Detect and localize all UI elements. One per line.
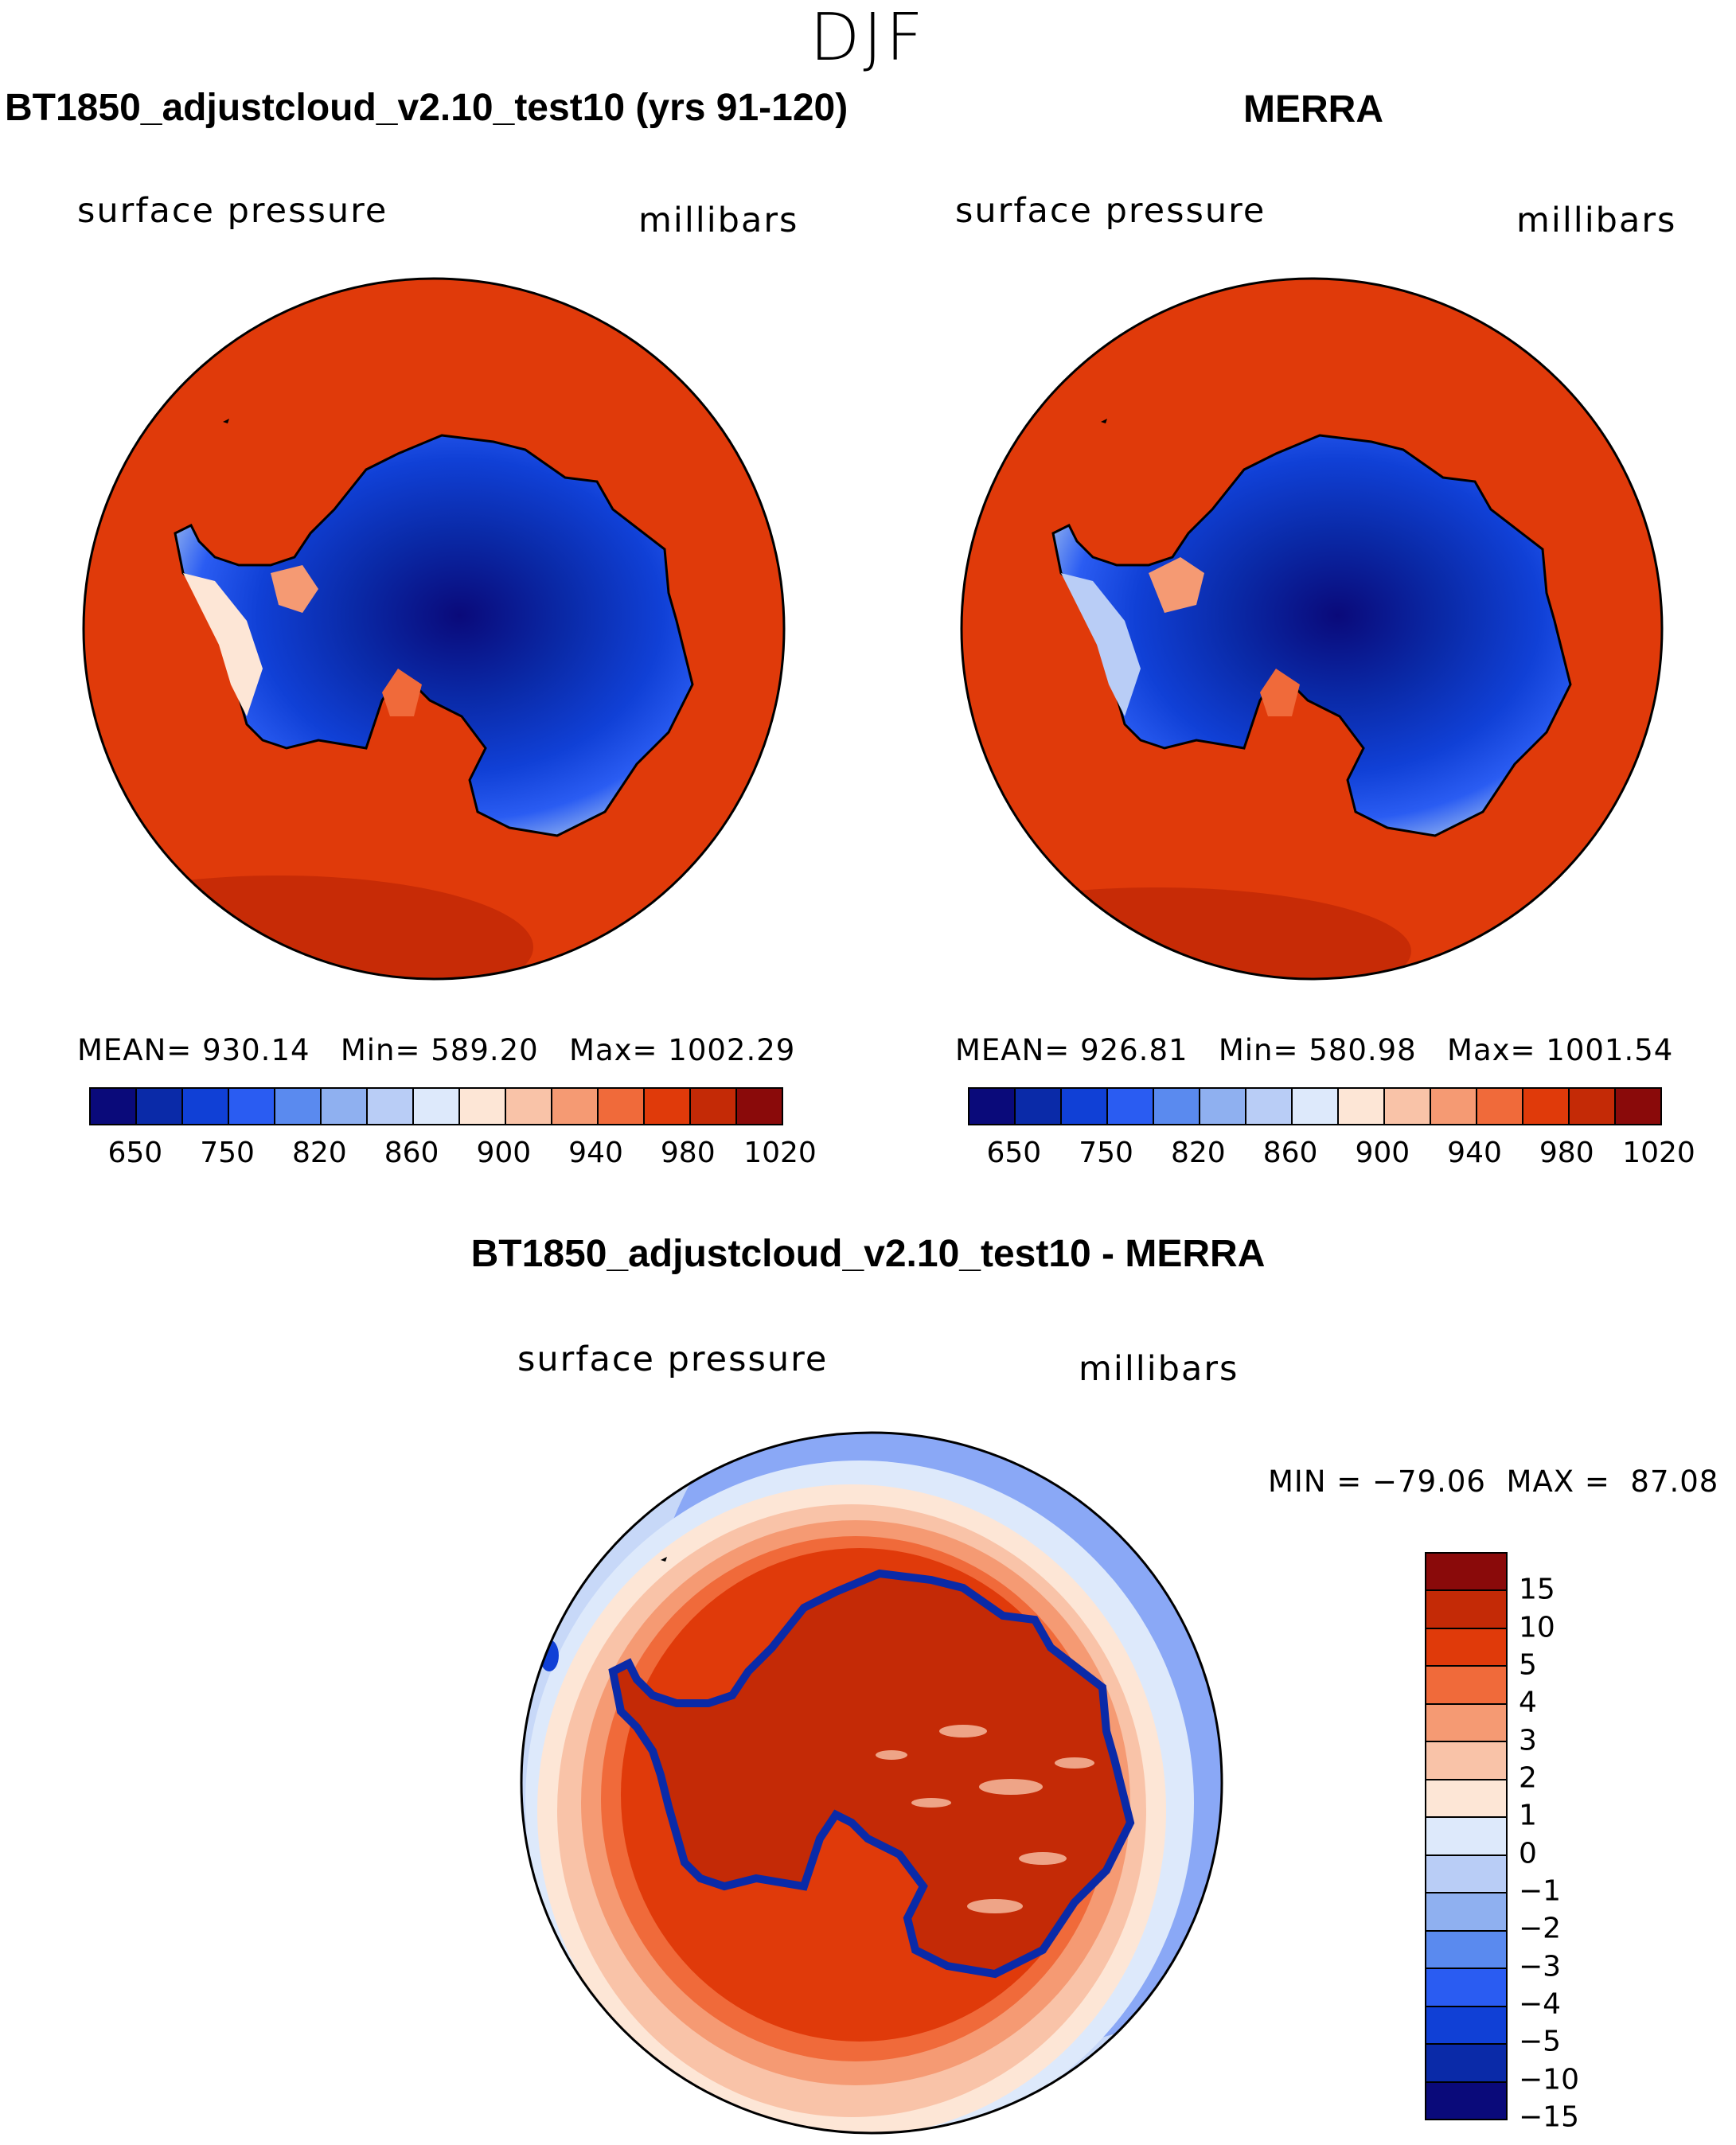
colorbar-swatch bbox=[1426, 2045, 1506, 2083]
left-units-label: millibars bbox=[638, 201, 799, 240]
colorbar-swatch bbox=[1426, 1667, 1506, 1705]
right-stats: MEAN= 926.81 Min= 580.98 Max= 1001.54 bbox=[955, 1033, 1674, 1067]
colorbar-tick-label: 10 bbox=[1519, 1611, 1555, 1644]
colorbar-tick-label: 940 bbox=[1447, 1137, 1502, 1169]
colorbar-swatch bbox=[1523, 1089, 1570, 1124]
colorbar-swatch bbox=[552, 1089, 599, 1124]
colorbar-tick-label: −4 bbox=[1519, 1987, 1562, 2021]
colorbar-tick-label: 650 bbox=[107, 1137, 163, 1169]
colorbar-swatch bbox=[414, 1089, 460, 1124]
left-colorbar bbox=[89, 1087, 783, 1125]
colorbar-swatch bbox=[1426, 1554, 1506, 1592]
colorbar-swatch bbox=[460, 1089, 506, 1124]
colorbar-swatch bbox=[1426, 1931, 1506, 1970]
colorbar-tick-label: −1 bbox=[1519, 1874, 1562, 1908]
colorbar-tick-label: 750 bbox=[1079, 1137, 1133, 1169]
colorbar-swatch bbox=[1385, 1089, 1431, 1124]
diff-panel-title: BT1850_adjustcloud_v2.10_test10 - MERRA bbox=[470, 1233, 1266, 1275]
colorbar-tick-label: 980 bbox=[1539, 1137, 1594, 1169]
colorbar-swatch bbox=[1016, 1089, 1062, 1124]
left-panel-title: BT1850_adjustcloud_v2.10_test10 (yrs 91-… bbox=[5, 87, 848, 129]
diff-polar-map bbox=[520, 1431, 1223, 2135]
diff-units-label: millibars bbox=[1079, 1349, 1239, 1389]
season-title: DJF bbox=[809, 0, 927, 76]
colorbar-tick-label: 750 bbox=[200, 1137, 255, 1169]
colorbar-swatch bbox=[1426, 1742, 1506, 1780]
colorbar-swatch bbox=[1426, 2007, 1506, 2046]
antarctica-pressure-field bbox=[1051, 434, 1572, 837]
colorbar-tick-label: 1020 bbox=[743, 1137, 817, 1169]
colorbar-swatch bbox=[1426, 1893, 1506, 1932]
diff-variable-label: surface pressure bbox=[517, 1340, 829, 1379]
diff-stats: MIN = −79.06 MAX = 87.08 bbox=[1268, 1464, 1719, 1499]
colorbar-swatch bbox=[322, 1089, 368, 1124]
colorbar-swatch bbox=[137, 1089, 183, 1124]
colorbar-swatch bbox=[1426, 1818, 1506, 1856]
colorbar-swatch bbox=[183, 1089, 229, 1124]
colorbar-swatch bbox=[1426, 1855, 1506, 1894]
colorbar-swatch bbox=[1339, 1089, 1385, 1124]
colorbar-tick-label: −10 bbox=[1519, 2063, 1579, 2096]
colorbar-swatch bbox=[737, 1089, 782, 1124]
colorbar-tick-label: 940 bbox=[568, 1137, 623, 1169]
colorbar-swatch bbox=[368, 1089, 414, 1124]
colorbar-swatch bbox=[1062, 1089, 1108, 1124]
left-polar-map bbox=[82, 277, 786, 981]
colorbar-tick-label: 5 bbox=[1519, 1648, 1537, 1682]
antarctica-difference-field bbox=[608, 1569, 1135, 1979]
colorbar-swatch bbox=[1200, 1089, 1246, 1124]
right-colorbar bbox=[968, 1087, 1662, 1125]
colorbar-tick-label: −2 bbox=[1519, 1912, 1562, 1945]
colorbar-swatch bbox=[1426, 1780, 1506, 1819]
colorbar-tick-label: −15 bbox=[1519, 2100, 1579, 2134]
colorbar-tick-label: 2 bbox=[1519, 1761, 1537, 1795]
right-variable-label: surface pressure bbox=[955, 191, 1266, 231]
colorbar-tick-label: 1020 bbox=[1622, 1137, 1695, 1169]
colorbar-swatch bbox=[1154, 1089, 1200, 1124]
left-variable-label: surface pressure bbox=[77, 191, 388, 231]
colorbar-tick-label: 980 bbox=[660, 1137, 716, 1169]
colorbar-swatch bbox=[1246, 1089, 1293, 1124]
colorbar-swatch bbox=[1108, 1089, 1154, 1124]
colorbar-swatch bbox=[1426, 1704, 1506, 1743]
left-stats: MEAN= 930.14 Min= 589.20 Max= 1002.29 bbox=[77, 1033, 796, 1067]
colorbar-swatch bbox=[969, 1089, 1016, 1124]
colorbar-tick-label: 650 bbox=[986, 1137, 1042, 1169]
colorbar-swatch bbox=[599, 1089, 645, 1124]
colorbar-swatch bbox=[1426, 1969, 1506, 2007]
colorbar-swatch bbox=[1570, 1089, 1616, 1124]
colorbar-swatch bbox=[275, 1089, 322, 1124]
colorbar-swatch bbox=[1477, 1089, 1523, 1124]
colorbar-tick-label: 820 bbox=[1170, 1137, 1226, 1169]
right-polar-map bbox=[960, 277, 1664, 981]
colorbar-tick-label: 860 bbox=[1262, 1137, 1318, 1169]
colorbar-tick-label: 860 bbox=[384, 1137, 439, 1169]
colorbar-swatch bbox=[645, 1089, 691, 1124]
colorbar-swatch bbox=[691, 1089, 737, 1124]
colorbar-swatch bbox=[506, 1089, 552, 1124]
colorbar-swatch bbox=[1616, 1089, 1660, 1124]
colorbar-swatch bbox=[1426, 1628, 1506, 1667]
right-panel-title: MERRA bbox=[1243, 88, 1383, 131]
colorbar-swatch bbox=[1431, 1089, 1477, 1124]
colorbar-tick-label: 3 bbox=[1519, 1724, 1537, 1757]
colorbar-tick-label: 15 bbox=[1519, 1573, 1555, 1606]
colorbar-tick-label: 1 bbox=[1519, 1799, 1537, 1832]
colorbar-tick-label: 820 bbox=[291, 1137, 347, 1169]
colorbar-swatch bbox=[1426, 1591, 1506, 1629]
colorbar-tick-label: −5 bbox=[1519, 2025, 1562, 2058]
antarctica-pressure-field bbox=[174, 434, 694, 837]
colorbar-swatch bbox=[91, 1089, 137, 1124]
colorbar-tick-label: 900 bbox=[476, 1137, 532, 1169]
colorbar-tick-label: 4 bbox=[1519, 1686, 1537, 1719]
colorbar-tick-label: 0 bbox=[1519, 1837, 1537, 1870]
colorbar-swatch bbox=[1426, 2082, 1506, 2120]
diff-colorbar bbox=[1425, 1552, 1508, 2120]
colorbar-tick-label: 900 bbox=[1355, 1137, 1410, 1169]
colorbar-swatch bbox=[229, 1089, 275, 1124]
colorbar-tick-label: −3 bbox=[1519, 1950, 1562, 1983]
right-units-label: millibars bbox=[1516, 201, 1677, 240]
colorbar-swatch bbox=[1293, 1089, 1339, 1124]
